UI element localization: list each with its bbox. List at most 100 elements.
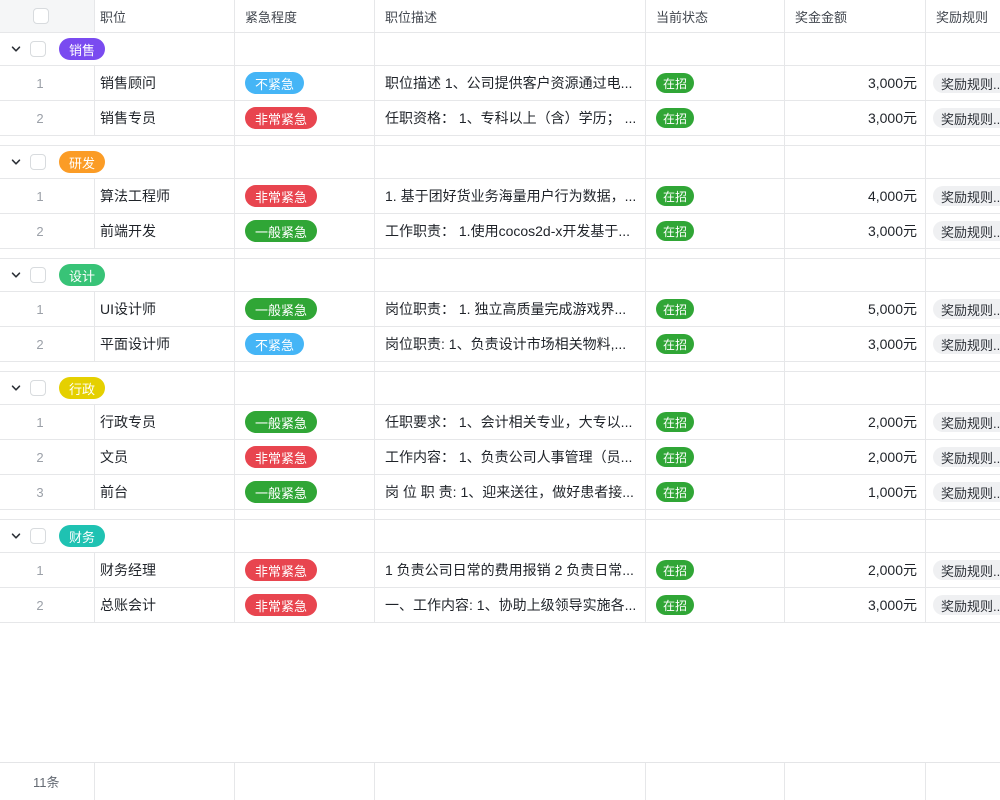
amount-cell[interactable]: 3,000元 xyxy=(785,66,926,100)
row-gutter-cell[interactable]: 2 xyxy=(0,327,95,361)
description-cell[interactable]: 1 负责公司日常的费用报销 2 负责日常... xyxy=(375,553,646,587)
collapse-chevron-icon[interactable] xyxy=(10,156,22,168)
amount-cell[interactable]: 4,000元 xyxy=(785,179,926,213)
reward-cell[interactable]: 奖励规则... xyxy=(926,214,1000,248)
collapse-chevron-icon[interactable] xyxy=(10,43,22,55)
amount-cell[interactable]: 2,000元 xyxy=(785,405,926,439)
status-cell[interactable]: 在招 xyxy=(646,553,785,587)
reward-chip: 奖励规则... xyxy=(933,412,1000,432)
status-cell[interactable]: 在招 xyxy=(646,179,785,213)
urgency-cell[interactable]: 不紧急 xyxy=(235,66,375,100)
status-cell[interactable]: 在招 xyxy=(646,440,785,474)
urgency-cell[interactable]: 非常紧急 xyxy=(235,553,375,587)
status-cell[interactable]: 在招 xyxy=(646,66,785,100)
amount-cell[interactable]: 3,000元 xyxy=(785,588,926,622)
reward-cell[interactable]: 奖励规则... xyxy=(926,475,1000,509)
collapse-chevron-icon[interactable] xyxy=(10,382,22,394)
status-cell[interactable]: 在招 xyxy=(646,405,785,439)
description-cell[interactable]: 岗 位 职 责: 1、迎来送往，做好患者接... xyxy=(375,475,646,509)
reward-cell[interactable]: 奖励规则... xyxy=(926,553,1000,587)
status-cell[interactable]: 在招 xyxy=(646,588,785,622)
amount-cell[interactable]: 3,000元 xyxy=(785,101,926,135)
row-gutter-cell[interactable]: 1 xyxy=(0,179,95,213)
row-gutter-cell[interactable]: 1 xyxy=(0,405,95,439)
position-cell[interactable]: 前端开发 xyxy=(95,214,235,248)
position-cell[interactable]: 前台 xyxy=(95,475,235,509)
reward-cell[interactable]: 奖励规则... xyxy=(926,101,1000,135)
row-gutter-cell[interactable]: 2 xyxy=(0,214,95,248)
position-cell[interactable]: 平面设计师 xyxy=(95,327,235,361)
urgency-cell[interactable]: 一般紧急 xyxy=(235,292,375,326)
description-cell[interactable]: 岗位职责: 1、负责设计市场相关物料,... xyxy=(375,327,646,361)
position-cell[interactable]: UI设计师 xyxy=(95,292,235,326)
amount-cell[interactable]: 1,000元 xyxy=(785,475,926,509)
row-gutter-cell[interactable]: 3 xyxy=(0,475,95,509)
urgency-cell[interactable]: 非常紧急 xyxy=(235,440,375,474)
select-all-checkbox[interactable] xyxy=(33,8,49,24)
reward-cell[interactable]: 奖励规则... xyxy=(926,66,1000,100)
status-cell[interactable]: 在招 xyxy=(646,292,785,326)
row-gutter-cell[interactable]: 2 xyxy=(0,588,95,622)
group-checkbox[interactable] xyxy=(30,267,46,283)
description-cell[interactable]: 一、工作内容: 1、协助上级领导实施各... xyxy=(375,588,646,622)
reward-cell[interactable]: 奖励规则... xyxy=(926,327,1000,361)
collapse-chevron-icon[interactable] xyxy=(10,269,22,281)
amount-cell[interactable]: 3,000元 xyxy=(785,327,926,361)
gap-cell xyxy=(0,249,235,258)
reward-cell[interactable]: 奖励规则... xyxy=(926,179,1000,213)
column-header[interactable]: 奖励规则 xyxy=(926,0,1000,32)
urgency-cell[interactable]: 非常紧急 xyxy=(235,101,375,135)
reward-cell[interactable]: 奖励规则... xyxy=(926,588,1000,622)
collapse-chevron-icon[interactable] xyxy=(10,530,22,542)
urgency-cell[interactable]: 一般紧急 xyxy=(235,214,375,248)
column-header[interactable]: 职位 xyxy=(95,0,235,32)
row-gutter-cell[interactable]: 1 xyxy=(0,292,95,326)
position-cell[interactable]: 财务经理 xyxy=(95,553,235,587)
description-cell[interactable]: 岗位职责： 1. 独立高质量完成游戏界... xyxy=(375,292,646,326)
row-gutter-cell[interactable]: 1 xyxy=(0,553,95,587)
row-gutter-cell[interactable]: 1 xyxy=(0,66,95,100)
status-badge: 在招 xyxy=(656,447,695,467)
status-cell[interactable]: 在招 xyxy=(646,214,785,248)
description-cell[interactable]: 工作职责： 1.使用cocos2d-x开发基于... xyxy=(375,214,646,248)
urgency-cell[interactable]: 一般紧急 xyxy=(235,405,375,439)
position-cell[interactable]: 销售专员 xyxy=(95,101,235,135)
column-header[interactable]: 职位描述 xyxy=(375,0,646,32)
reward-chip: 奖励规则... xyxy=(933,560,1000,580)
position-cell[interactable]: 行政专员 xyxy=(95,405,235,439)
column-header[interactable]: 当前状态 xyxy=(646,0,785,32)
column-header[interactable]: 奖金金额 xyxy=(785,0,926,32)
description-cell[interactable]: 工作内容： 1、负责公司人事管理（员... xyxy=(375,440,646,474)
urgency-cell[interactable]: 非常紧急 xyxy=(235,588,375,622)
group-checkbox[interactable] xyxy=(30,380,46,396)
amount-cell[interactable]: 2,000元 xyxy=(785,440,926,474)
column-header[interactable]: 紧急程度 xyxy=(235,0,375,32)
reward-cell[interactable]: 奖励规则... xyxy=(926,440,1000,474)
group-checkbox[interactable] xyxy=(30,154,46,170)
position-cell[interactable]: 销售顾问 xyxy=(95,66,235,100)
amount-cell[interactable]: 5,000元 xyxy=(785,292,926,326)
amount-cell[interactable]: 3,000元 xyxy=(785,214,926,248)
amount-cell[interactable]: 2,000元 xyxy=(785,553,926,587)
group-checkbox[interactable] xyxy=(30,528,46,544)
urgency-badge: 一般紧急 xyxy=(245,411,318,433)
urgency-cell[interactable]: 不紧急 xyxy=(235,327,375,361)
status-cell[interactable]: 在招 xyxy=(646,327,785,361)
position-cell[interactable]: 总账会计 xyxy=(95,588,235,622)
position-cell[interactable]: 算法工程师 xyxy=(95,179,235,213)
reward-cell[interactable]: 奖励规则... xyxy=(926,292,1000,326)
description-cell[interactable]: 1. 基于团好货业务海量用户行为数据，... xyxy=(375,179,646,213)
group-checkbox[interactable] xyxy=(30,41,46,57)
urgency-cell[interactable]: 非常紧急 xyxy=(235,179,375,213)
position-cell[interactable]: 文员 xyxy=(95,440,235,474)
status-cell[interactable]: 在招 xyxy=(646,101,785,135)
urgency-cell[interactable]: 一般紧急 xyxy=(235,475,375,509)
row-gutter-cell[interactable]: 2 xyxy=(0,101,95,135)
reward-cell[interactable]: 奖励规则... xyxy=(926,405,1000,439)
description-cell[interactable]: 任职资格： 1、专科以上（含）学历； ... xyxy=(375,101,646,135)
status-cell[interactable]: 在招 xyxy=(646,475,785,509)
row-gutter-cell[interactable]: 2 xyxy=(0,440,95,474)
description-cell[interactable]: 任职要求： 1、会计相关专业，大专以... xyxy=(375,405,646,439)
description-cell[interactable]: 职位描述 1、公司提供客户资源通过电... xyxy=(375,66,646,100)
position-text: 前端开发 xyxy=(100,223,156,239)
